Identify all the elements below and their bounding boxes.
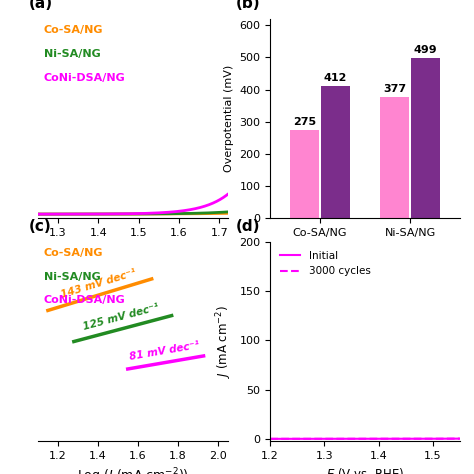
X-axis label: Log ($J$ (mA cm$^{-2}$)): Log ($J$ (mA cm$^{-2}$)) — [77, 466, 189, 474]
3000 cycles — [387, 436, 392, 442]
3000 cycles — [457, 436, 463, 441]
Text: 499: 499 — [414, 45, 438, 55]
Bar — [411, 58, 440, 218]
Text: (c): (c) — [28, 219, 51, 234]
Y-axis label: $J$ (mA cm$^{-2}$): $J$ (mA cm$^{-2}$) — [214, 305, 234, 378]
Text: 143 mV dec⁻¹: 143 mV dec⁻¹ — [59, 267, 137, 300]
Initial — [342, 436, 348, 442]
Bar — [321, 86, 350, 218]
X-axis label: $E$ (V vs. RHE): $E$ (V vs. RHE) — [326, 466, 404, 474]
Initial — [457, 436, 463, 441]
Text: (b): (b) — [236, 0, 261, 11]
Text: Co-SA/NG: Co-SA/NG — [44, 248, 103, 258]
Text: Ni-SA/NG: Ni-SA/NG — [44, 272, 100, 282]
Y-axis label: Overpotential (mV): Overpotential (mV) — [224, 65, 234, 172]
3000 cycles — [405, 436, 411, 442]
Initial — [329, 436, 335, 442]
3000 cycles — [342, 436, 348, 442]
Initial — [267, 436, 273, 442]
3000 cycles — [267, 436, 273, 442]
Text: CoNi-DSA/NG: CoNi-DSA/NG — [44, 295, 125, 305]
Text: (d): (d) — [236, 219, 261, 234]
Initial — [290, 436, 296, 442]
Legend: Initial, 3000 cycles: Initial, 3000 cycles — [275, 247, 375, 281]
Initial — [404, 436, 410, 442]
X-axis label: $E$ (V vs. RHE): $E$ (V vs. RHE) — [91, 243, 174, 258]
Text: Ni-SA/NG: Ni-SA/NG — [44, 49, 100, 59]
Text: 81 mV dec⁻¹: 81 mV dec⁻¹ — [129, 340, 201, 362]
Text: (a): (a) — [28, 0, 53, 11]
Text: CoNi-DSA/NG: CoNi-DSA/NG — [44, 73, 125, 82]
Text: 412: 412 — [323, 73, 347, 83]
Text: Co-SA/NG: Co-SA/NG — [44, 25, 103, 35]
Text: 275: 275 — [293, 117, 316, 127]
3000 cycles — [290, 436, 296, 442]
3000 cycles — [404, 436, 410, 442]
Text: 125 mV dec⁻¹: 125 mV dec⁻¹ — [82, 302, 161, 332]
Text: 377: 377 — [383, 84, 406, 94]
Bar — [290, 130, 319, 218]
3000 cycles — [329, 436, 335, 442]
Initial — [405, 436, 411, 442]
Initial — [387, 436, 392, 442]
Bar — [380, 97, 409, 218]
